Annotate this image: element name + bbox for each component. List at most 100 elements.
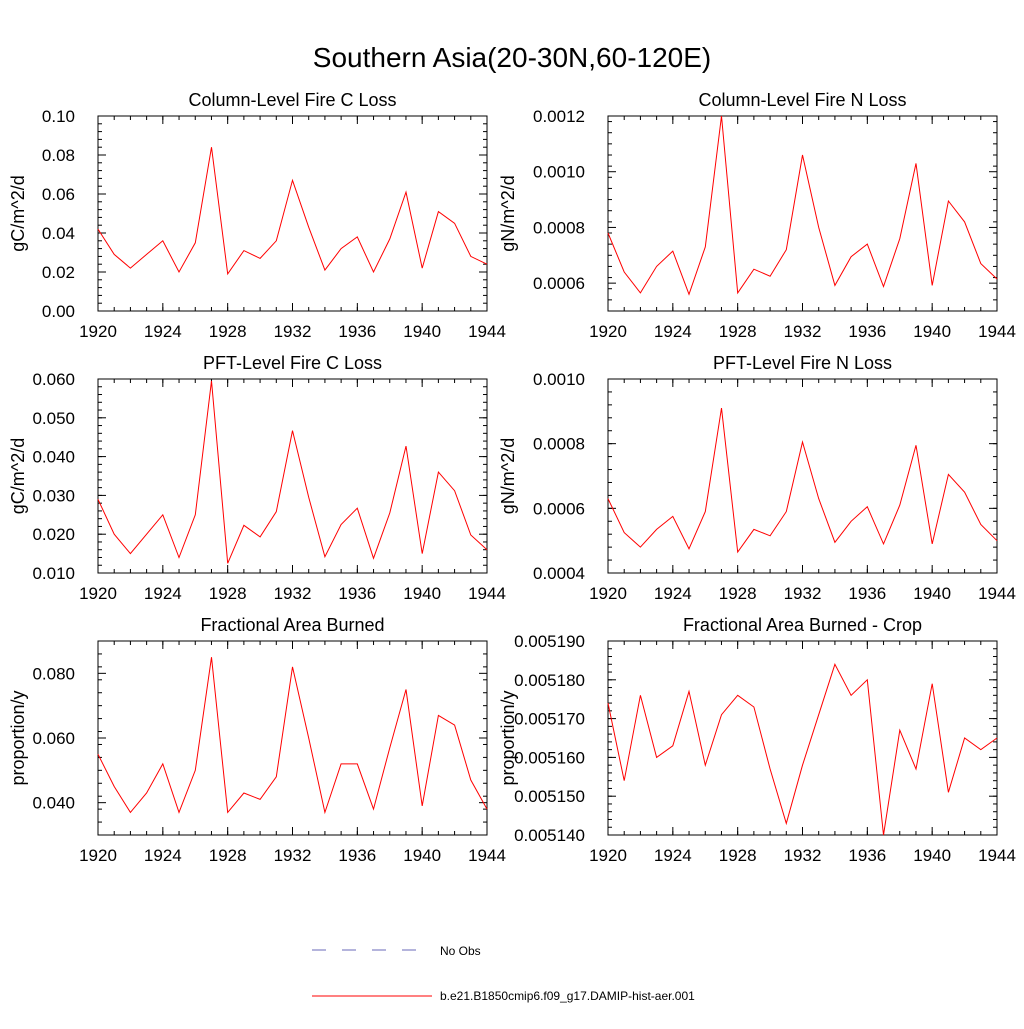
data-point (769, 275, 772, 278)
data-point (704, 510, 707, 513)
data-point (97, 228, 100, 231)
legend: No Obs b.e21.B1850cmip6.f09_g17.DAMIP-hi… (312, 944, 695, 1003)
plot-frame (97, 378, 488, 574)
data-point (898, 729, 901, 732)
data-point (404, 688, 407, 691)
x-tick-label: 1944 (978, 584, 1016, 603)
data-point (372, 271, 375, 274)
chart-panel-column-level-fire-c-loss: 1920 1924 1928 1932 1936 1940 1944 0.00 0.02 0.04… (8, 90, 506, 341)
y-tick-label: 0.005160 (514, 748, 585, 767)
panel-title: Fractional Area Burned - Crop (683, 615, 922, 635)
data-point (161, 513, 164, 516)
data-point (421, 552, 424, 555)
x-tick-label: 1940 (403, 846, 441, 865)
data-point (113, 253, 116, 256)
panel-title: Column-Level Fire C Loss (188, 90, 396, 110)
data-point (356, 507, 359, 510)
y-tick-label: 0.0004 (533, 564, 585, 583)
data-point (307, 226, 310, 229)
x-tick-label: 1928 (719, 322, 757, 341)
x-tick-label: 1936 (848, 322, 886, 341)
y-tick-label: 0.005190 (514, 632, 585, 651)
data-point (817, 497, 820, 500)
x-tick-label: 1940 (913, 584, 951, 603)
x-tick-label: 1944 (468, 584, 506, 603)
data-point (161, 762, 164, 765)
data-point (736, 694, 739, 697)
data-point (275, 775, 278, 778)
data-point (275, 510, 278, 513)
data-point (882, 285, 885, 288)
data-point (607, 497, 610, 500)
data-point (752, 528, 755, 531)
y-tick-label: 0.050 (32, 409, 75, 428)
data-point (437, 210, 440, 213)
data-point (388, 237, 391, 240)
x-tick-label: 1940 (403, 584, 441, 603)
y-tick-label: 0.04 (42, 224, 75, 243)
data-point (421, 804, 424, 807)
y-tick-label: 0.02 (42, 263, 75, 282)
data-point (323, 811, 326, 814)
chart-panel-fractional-area-burned: 1920 1924 1928 1932 1936 1940 1944 0.040 0.060 0.… (8, 615, 506, 865)
data-point (453, 222, 456, 225)
data-point (785, 248, 788, 251)
data-point (850, 520, 853, 523)
data-point (801, 441, 804, 444)
y-tick-label: 0.0010 (533, 163, 585, 182)
data-point (931, 542, 934, 545)
data-point (769, 768, 772, 771)
data-point (833, 541, 836, 544)
x-tick-label: 1944 (468, 846, 506, 865)
x-tick-label: 1944 (468, 322, 506, 341)
series-line (97, 657, 488, 815)
data-point (291, 665, 294, 668)
data-point (882, 542, 885, 545)
series-line (607, 115, 998, 296)
data-point (866, 505, 869, 508)
data-point (259, 257, 262, 260)
y-axis-label: proportion/y (498, 690, 518, 785)
panel-title: PFT-Level Fire N Loss (713, 353, 892, 373)
data-point (210, 379, 213, 382)
data-point (259, 535, 262, 538)
x-tick-label: 1928 (209, 584, 247, 603)
y-tick-label: 0.00 (42, 302, 75, 321)
y-tick-label: 0.0006 (533, 274, 585, 293)
data-point (979, 523, 982, 526)
x-tick-label: 1940 (913, 846, 951, 865)
data-point (275, 239, 278, 242)
data-point (704, 764, 707, 767)
y-axis-label: gN/m^2/d (498, 438, 518, 514)
x-tick-label: 1940 (913, 322, 951, 341)
x-tick-label: 1932 (274, 584, 312, 603)
data-point (486, 548, 489, 551)
x-tick-label: 1932 (274, 322, 312, 341)
data-point (437, 714, 440, 717)
data-point (671, 515, 674, 518)
data-point (453, 724, 456, 727)
y-tick-label: 0.10 (42, 107, 75, 126)
data-point (113, 533, 116, 536)
data-point (996, 737, 999, 740)
x-tick-label: 1944 (978, 846, 1016, 865)
data-point (372, 557, 375, 560)
y-tick-label: 0.0008 (533, 218, 585, 237)
data-point (785, 510, 788, 513)
y-tick-label: 0.005140 (514, 826, 585, 845)
data-point (801, 154, 804, 157)
y-tick-label: 0.0008 (533, 435, 585, 454)
data-point (914, 768, 917, 771)
y-tick-label: 0.080 (32, 664, 75, 683)
data-point (226, 562, 229, 565)
x-tick-label: 1928 (209, 846, 247, 865)
data-point (947, 199, 950, 202)
data-point (607, 232, 610, 235)
data-point (340, 523, 343, 526)
data-point (752, 268, 755, 271)
data-point (623, 271, 626, 274)
plot-frame (607, 640, 998, 836)
plot-frame (607, 378, 998, 574)
data-point (979, 748, 982, 751)
